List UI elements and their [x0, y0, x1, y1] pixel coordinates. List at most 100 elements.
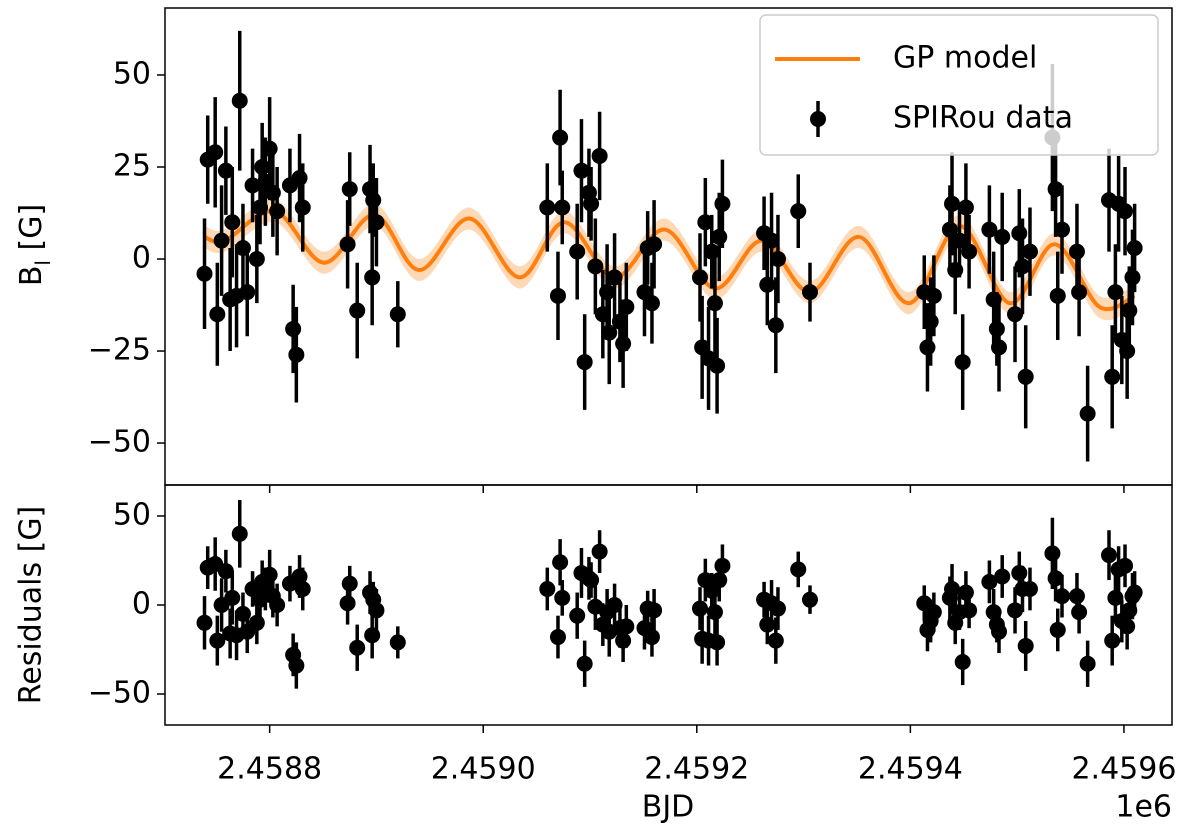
y-tick-label: −50: [88, 425, 151, 460]
data-point: [1079, 405, 1096, 422]
data-point: [1021, 243, 1038, 260]
data-point: [288, 657, 305, 674]
y-axis-label: Residuals [G]: [14, 506, 49, 705]
data-point: [709, 357, 726, 374]
data-point: [339, 236, 356, 253]
data-point: [196, 614, 213, 631]
y-tick-label: 0: [132, 241, 151, 276]
data-point: [209, 306, 226, 323]
plot-area: [196, 499, 1143, 689]
data-point: [981, 221, 998, 238]
data-point: [1071, 284, 1088, 301]
data-point: [714, 557, 731, 574]
data-point: [922, 313, 939, 330]
data-point: [961, 243, 978, 260]
data-point: [591, 543, 608, 560]
data-point: [1054, 588, 1071, 605]
data-point: [209, 632, 226, 649]
legend-label: SPIRou data: [893, 101, 1073, 136]
data-point: [231, 92, 248, 109]
axes-frame: [164, 484, 1173, 726]
data-point: [1049, 621, 1066, 638]
data-point: [389, 306, 406, 323]
data-point: [1126, 584, 1143, 601]
data-point: [389, 634, 406, 651]
data-point: [957, 584, 974, 601]
x-tick-label: 2.4596: [1071, 752, 1176, 787]
data-point: [248, 614, 265, 631]
data-point: [615, 632, 632, 649]
data-point: [1068, 243, 1085, 260]
legend-marker: [810, 111, 826, 127]
data-point: [213, 232, 230, 249]
data-point: [601, 324, 618, 341]
data-point: [711, 572, 728, 589]
data-point: [368, 602, 385, 619]
data-point: [288, 346, 305, 363]
data-point: [1007, 602, 1024, 619]
data-point: [1126, 239, 1143, 256]
y-tick-label: −50: [88, 676, 151, 711]
data-point: [1011, 564, 1028, 581]
data-point: [944, 195, 961, 212]
data-point: [552, 554, 569, 571]
data-point: [925, 604, 942, 621]
data-point: [957, 199, 974, 216]
data-point: [706, 295, 723, 312]
data-point: [1117, 203, 1134, 220]
y-axis-label: Bl [G]: [14, 204, 55, 286]
data-point: [1014, 258, 1031, 275]
data-point: [254, 159, 271, 175]
y-tick-label: 0: [132, 587, 151, 622]
x-tick-label: 2.4588: [217, 752, 322, 787]
data-point: [1007, 306, 1024, 323]
data-point: [763, 232, 780, 249]
data-point: [576, 655, 593, 672]
data-point: [1117, 557, 1134, 574]
data-point: [591, 147, 608, 164]
data-point: [599, 284, 616, 301]
data-point: [294, 199, 311, 216]
data-point: [767, 317, 784, 334]
data-point: [217, 563, 234, 580]
data-point: [1104, 368, 1121, 385]
data-point: [365, 192, 382, 209]
x-tick-label: 2.4590: [431, 752, 536, 787]
data-point: [697, 214, 714, 231]
data-point: [769, 251, 786, 268]
data-point: [294, 580, 311, 597]
data-point: [569, 607, 586, 624]
data-point: [224, 214, 241, 231]
data-point: [643, 295, 660, 312]
data-point: [801, 591, 818, 608]
data-point: [364, 269, 381, 286]
data-point: [244, 177, 261, 194]
legend-box: [759, 14, 1159, 156]
data-point: [646, 602, 663, 619]
data-point: [1107, 589, 1124, 606]
y-tick-label: −25: [88, 333, 151, 368]
data-point: [646, 236, 663, 253]
data-point: [549, 287, 566, 304]
data-point: [1021, 580, 1038, 597]
data-point: [583, 195, 600, 212]
data-point: [944, 580, 961, 597]
data-point: [261, 140, 278, 157]
data-point: [1124, 269, 1141, 286]
y-tick-label: 50: [113, 56, 151, 91]
data-point: [1047, 570, 1064, 587]
data-point: [207, 144, 224, 161]
data-point: [554, 589, 571, 606]
data-point: [1017, 637, 1034, 654]
data-point: [711, 228, 728, 245]
data-point: [991, 623, 1008, 640]
x-tick-label: 2.4594: [858, 752, 963, 787]
data-point: [569, 243, 586, 260]
data-point: [925, 287, 942, 304]
y-tick-label: 25: [113, 149, 151, 184]
data-point: [994, 228, 1011, 245]
data-point: [248, 251, 265, 268]
data-point: [991, 339, 1008, 356]
data-point: [790, 203, 807, 220]
